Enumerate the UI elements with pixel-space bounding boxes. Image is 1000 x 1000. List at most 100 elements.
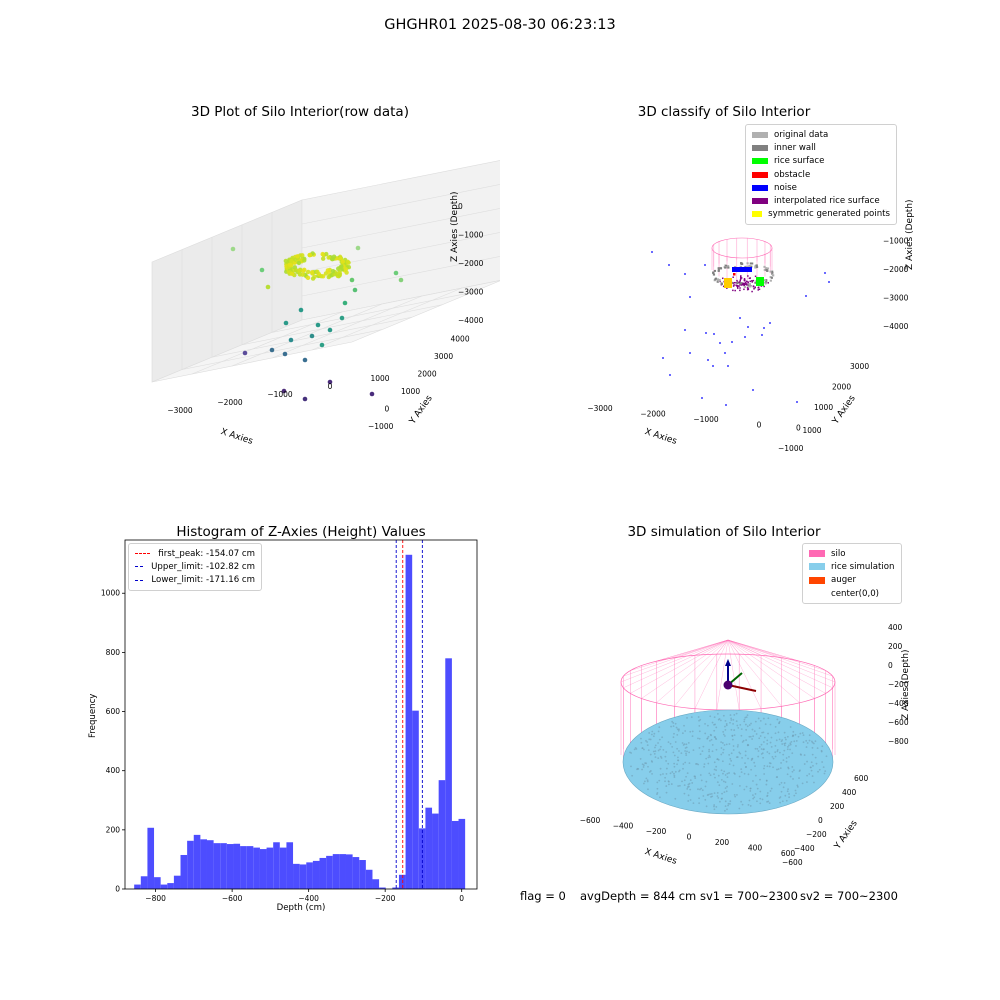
rice-sim-point — [698, 747, 701, 749]
rice-sim-point — [717, 758, 720, 761]
rice-sim-point — [782, 759, 785, 761]
histogram-bar — [418, 828, 426, 889]
rice-sim-point — [699, 753, 702, 756]
rice-sim-point — [736, 756, 739, 758]
rice-sim-point — [704, 722, 706, 725]
rice-sim-point — [696, 762, 698, 765]
wall-point — [714, 278, 717, 281]
rice-sim-point — [692, 802, 695, 805]
rice-sim-point — [720, 741, 723, 744]
x-tick-label: 0 — [687, 833, 692, 842]
legend-label: symmetric generated points — [768, 209, 890, 220]
rice-sim-point — [723, 735, 726, 737]
gridline — [311, 287, 463, 351]
noise-cluster — [732, 267, 752, 272]
rice-sim-point — [667, 780, 670, 783]
rice-sim-point — [685, 752, 687, 755]
ring-point — [302, 258, 307, 263]
rice-sim-point — [658, 726, 661, 729]
wall-point — [765, 280, 768, 283]
rice-sim-point — [774, 732, 777, 735]
x-tick-label: 600 — [781, 849, 796, 858]
z-tick-label: 0 — [888, 661, 893, 670]
noise-point — [651, 251, 653, 253]
rice-sim-point — [649, 738, 652, 741]
rice-sim-point — [674, 770, 677, 773]
rice-sim-point — [787, 766, 790, 769]
x-tick-label: 400 — [748, 844, 763, 853]
wall-point — [769, 270, 772, 273]
y-tick-label: −1000 — [368, 422, 394, 431]
x-tick-label: 0 — [757, 421, 762, 430]
rice-sim-point — [707, 762, 710, 765]
noise-point — [761, 334, 763, 336]
legend-item-interpolated: interpolated rice surface — [752, 194, 890, 207]
rice-sim-point — [645, 777, 648, 780]
wall-point — [771, 273, 774, 276]
rice-sim-point — [673, 774, 676, 777]
rice-sim-point — [769, 723, 772, 726]
rice-sim-point — [699, 718, 702, 721]
rice-sim-point — [822, 766, 825, 769]
histogram-bar — [345, 854, 353, 889]
rice-sim-point — [759, 719, 762, 722]
wall-point — [754, 266, 757, 269]
ring-point — [320, 251, 325, 257]
ring-point — [309, 270, 315, 275]
rice-sim-point — [748, 735, 751, 738]
rice-sim-point — [786, 773, 789, 776]
rice-sim-point — [716, 792, 719, 794]
rice-sim-point — [713, 729, 716, 732]
rice-sim-point — [707, 756, 710, 759]
legend-swatch — [752, 131, 768, 138]
rice-sim-point — [744, 754, 747, 757]
wall-point — [720, 281, 723, 284]
rice-sim-point — [698, 802, 701, 805]
rice-sim-point — [759, 802, 762, 805]
rice-sim-point — [701, 750, 704, 753]
x-tick-label: −2000 — [217, 398, 243, 407]
rice-sim-point — [734, 795, 737, 798]
rice-sim-point — [676, 756, 679, 759]
rice-sim-point — [770, 736, 773, 739]
rice-sim-point — [763, 736, 766, 739]
wall-point — [717, 268, 720, 271]
rice-sim-point — [747, 757, 749, 760]
wall-point — [743, 285, 747, 288]
rice-sim-point — [691, 782, 694, 784]
silo-roof — [727, 639, 826, 694]
interp-point — [751, 290, 753, 293]
rice-sim-point — [654, 746, 656, 749]
rice-sim-point — [640, 737, 642, 740]
x-tick-label: 1000 — [370, 374, 389, 383]
ring-point — [331, 254, 337, 259]
histogram-bar — [147, 827, 155, 889]
rice-sim-point — [732, 749, 735, 751]
rice-sim-point — [687, 794, 690, 797]
rice-sim-point — [758, 737, 761, 740]
scatter-point — [309, 333, 315, 339]
rice-sim-point — [795, 745, 797, 747]
ring-point — [297, 268, 302, 273]
silo-roof — [727, 639, 762, 656]
rice-sim-point — [749, 735, 752, 738]
rice-sim-point — [728, 772, 730, 774]
rice-sim-point — [820, 749, 823, 752]
rice-sim-point — [700, 779, 703, 782]
histogram-bar — [193, 834, 201, 889]
rice-sim-point — [769, 790, 772, 792]
rice-sim-point — [642, 782, 645, 785]
rice-sim-point — [646, 741, 649, 743]
rice-sim-point — [757, 717, 760, 720]
interp-point — [751, 280, 753, 282]
x-tick-label: −200 — [646, 827, 667, 836]
rice-sim-point — [689, 779, 692, 782]
legend-item-silo: silo — [809, 547, 895, 560]
wall-point — [712, 272, 715, 275]
rice-sim-point — [781, 743, 784, 745]
legend-item-center: center(0,0) — [809, 587, 895, 600]
rice-sim-point — [724, 787, 727, 790]
silo-roof — [727, 639, 740, 710]
legend-swatch — [809, 576, 825, 584]
rice-sim-point — [751, 728, 754, 731]
